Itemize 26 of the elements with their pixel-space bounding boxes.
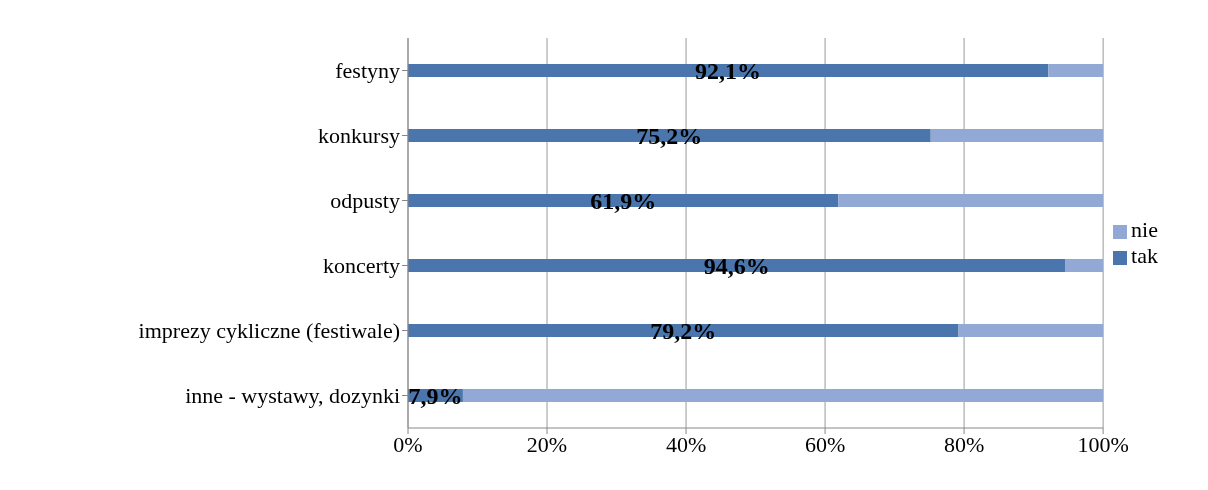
x-tick-label: 40% bbox=[665, 431, 707, 457]
legend-label: tak bbox=[1131, 243, 1158, 268]
data-label: 75,2% bbox=[636, 122, 703, 149]
y-tick-label: festyny bbox=[335, 58, 400, 84]
bar bbox=[1048, 64, 1104, 77]
y-tick-label: koncerty bbox=[323, 253, 400, 279]
x-tick-label: 0% bbox=[393, 431, 423, 457]
data-label: 61,9% bbox=[590, 187, 657, 214]
y-tick-label: odpusty bbox=[330, 188, 400, 214]
bar bbox=[462, 389, 1104, 402]
bar bbox=[930, 129, 1104, 142]
y-tick-label: inne - wystawy, dozynki bbox=[185, 383, 400, 409]
x-tick-label: 60% bbox=[804, 431, 846, 457]
data-label: 7,9% bbox=[408, 382, 463, 409]
y-tick-label: konkursy bbox=[318, 123, 400, 149]
data-label: 79,2% bbox=[650, 317, 717, 344]
bar bbox=[838, 194, 1104, 207]
data-label: 92,1% bbox=[695, 57, 762, 84]
data-label: 94,6% bbox=[703, 252, 770, 279]
bar bbox=[958, 324, 1104, 337]
y-tick-label: imprezy cykliczne (festiwale) bbox=[138, 318, 400, 344]
bar bbox=[1065, 259, 1104, 272]
x-tick-label: 20% bbox=[526, 431, 568, 457]
legend-label: nie bbox=[1131, 217, 1158, 242]
x-tick-label: 100% bbox=[1077, 431, 1129, 457]
x-tick-label: 80% bbox=[943, 431, 985, 457]
